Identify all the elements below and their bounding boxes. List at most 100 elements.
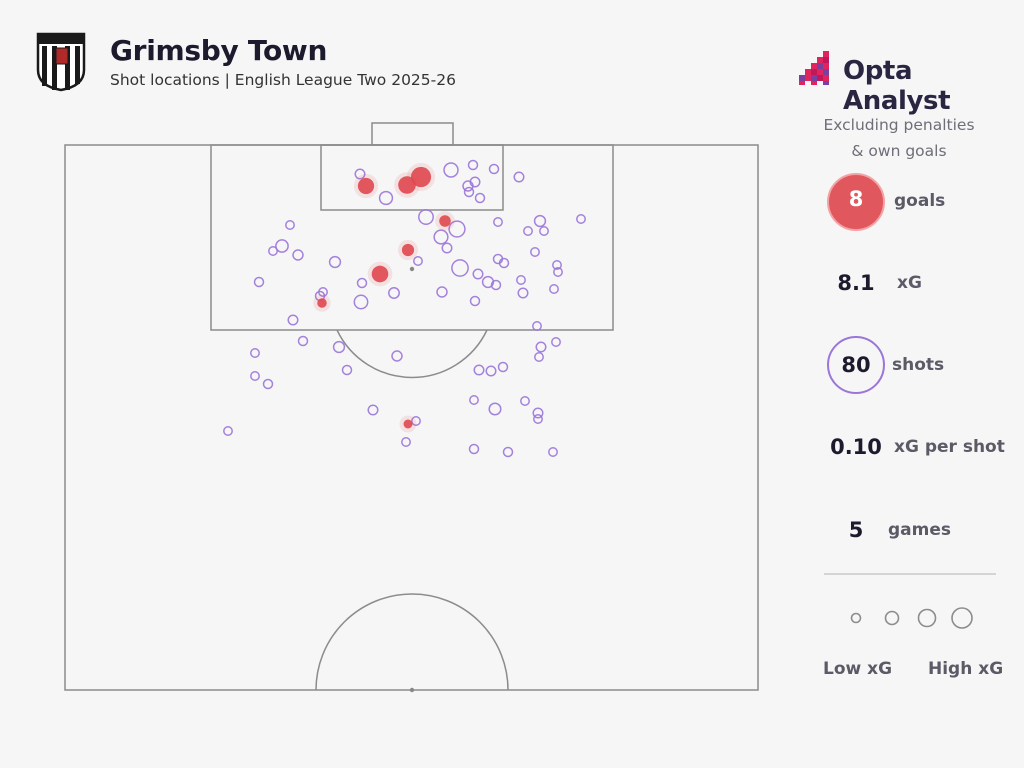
shot-marker (532, 321, 542, 331)
shot-marker (517, 287, 529, 299)
shot-marker (353, 294, 369, 310)
goals-label: goals (894, 191, 946, 211)
penalty-arc (336, 329, 488, 379)
shot-marker (469, 395, 479, 405)
goals-badge (827, 173, 885, 231)
goal-marker (357, 177, 375, 195)
games-label: games (888, 520, 952, 540)
shot-marker (516, 275, 526, 285)
shot-marker (448, 220, 466, 238)
shot-marker (553, 267, 563, 277)
legend-high-label: High xG (928, 659, 1004, 679)
brand-name: Opta Analyst (843, 56, 951, 116)
shot-marker (411, 416, 421, 426)
shot-marker (223, 426, 233, 436)
shot-marker (262, 378, 274, 390)
shot-marker (490, 279, 502, 291)
shot-marker (513, 171, 525, 183)
shot-marker (469, 295, 481, 307)
shot-marker (318, 287, 328, 297)
goal-marker (398, 176, 416, 194)
xg-label: xG (897, 273, 922, 293)
shot-marker (523, 226, 533, 236)
shot-marker (532, 407, 544, 419)
shot-marker (549, 284, 559, 294)
shot-marker (474, 192, 486, 204)
xg-per-shot-label: xG per shot (894, 437, 1005, 457)
page-title: Grimsby Town (110, 34, 328, 67)
shots-layer (223, 159, 586, 458)
legend-size-2 (884, 610, 900, 626)
shot-marker (534, 352, 544, 362)
shot-marker (292, 249, 304, 261)
shot-marker (530, 247, 540, 257)
shot-marker (533, 214, 547, 228)
xg-per-shot-value: 0.10 (830, 435, 882, 459)
shot-marker (493, 217, 503, 227)
center-circle (315, 593, 509, 691)
legend-size-4 (951, 607, 973, 629)
shot-marker (520, 396, 530, 406)
center-spot (409, 687, 415, 693)
xg-value: 8.1 (837, 271, 875, 295)
shot-marker (418, 209, 434, 225)
legend-size-3 (917, 608, 937, 628)
shot-marker (467, 159, 479, 171)
shot-marker (576, 214, 586, 224)
goal (371, 122, 454, 146)
shot-marker (250, 348, 260, 358)
shot-marker (488, 402, 502, 416)
shot-marker (535, 341, 547, 353)
goal-marker (410, 166, 432, 188)
shot-marker (551, 337, 561, 347)
shot-marker (275, 239, 289, 253)
shot-marker (443, 162, 459, 178)
shot-marker (441, 242, 453, 254)
shot-marker (250, 371, 260, 381)
shot-marker (297, 335, 309, 347)
shot-marker (451, 259, 469, 277)
club-crest-logo (36, 32, 86, 92)
shot-marker (552, 260, 562, 270)
shot-marker (332, 340, 346, 354)
shot-marker (498, 257, 510, 269)
shots-value: 80 (841, 353, 871, 377)
shot-marker (378, 190, 394, 206)
shot-marker (485, 365, 497, 377)
shot-marker (481, 275, 495, 289)
legend-size-1 (850, 612, 862, 624)
shot-marker (462, 180, 474, 192)
shot-marker (488, 163, 500, 175)
shot-marker (401, 437, 411, 447)
shot-marker (268, 246, 278, 256)
goal-marker (317, 298, 327, 308)
shots-label: shots (892, 355, 945, 375)
shot-marker (253, 276, 265, 288)
shot-marker (388, 287, 400, 299)
shot-marker (539, 226, 549, 236)
shot-marker (468, 443, 480, 455)
shot-marker (463, 186, 475, 198)
games-value: 5 (848, 518, 864, 542)
goal-marker (401, 243, 415, 257)
shot-marker (354, 168, 366, 180)
shot-marker (473, 364, 485, 376)
penalty-spot (409, 266, 415, 272)
shot-marker (472, 268, 484, 280)
shot-marker (356, 277, 368, 289)
pitch-lines (64, 122, 759, 691)
shot-marker (285, 220, 295, 230)
goal-marker (371, 265, 389, 283)
shot-marker (328, 255, 342, 269)
xg-size-legend (850, 607, 973, 629)
shot-marker (433, 229, 449, 245)
shot-marker (391, 350, 403, 362)
shot-marker (497, 361, 509, 373)
shot-marker (548, 447, 558, 457)
shot-marker (533, 414, 543, 424)
note-line-1: Excluding penalties (823, 116, 975, 134)
shot-marker (367, 404, 379, 416)
goal-marker (439, 215, 451, 227)
legend-low-label: Low xG (823, 659, 893, 679)
